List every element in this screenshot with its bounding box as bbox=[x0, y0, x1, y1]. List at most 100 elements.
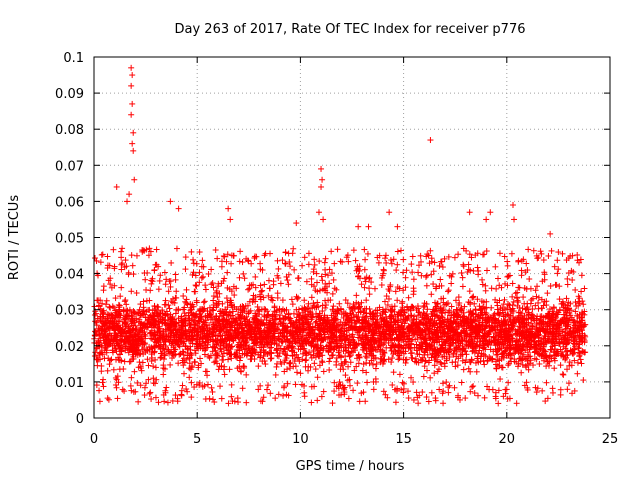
data-point bbox=[137, 382, 144, 389]
data-point bbox=[107, 281, 114, 288]
data-point bbox=[188, 379, 195, 386]
data-point bbox=[282, 260, 289, 267]
data-point bbox=[394, 297, 401, 304]
data-point bbox=[356, 304, 363, 311]
data-point bbox=[488, 285, 495, 292]
data-point bbox=[221, 371, 228, 378]
data-point bbox=[526, 276, 533, 283]
data-point bbox=[292, 381, 299, 388]
data-point bbox=[156, 277, 163, 284]
data-point bbox=[362, 278, 369, 285]
data-point bbox=[492, 263, 499, 270]
data-point bbox=[92, 318, 99, 325]
data-point bbox=[544, 290, 551, 297]
data-point bbox=[572, 286, 579, 293]
data-point bbox=[370, 361, 377, 368]
data-point bbox=[581, 285, 588, 292]
data-point bbox=[320, 388, 327, 395]
data-point bbox=[353, 363, 360, 370]
data-point bbox=[205, 270, 212, 277]
data-point bbox=[389, 355, 396, 362]
data-point bbox=[303, 278, 310, 285]
data-point bbox=[243, 399, 250, 406]
data-point bbox=[216, 290, 223, 297]
data-point bbox=[564, 386, 571, 393]
data-point bbox=[378, 282, 385, 289]
data-point bbox=[166, 305, 173, 312]
data-point bbox=[515, 363, 522, 370]
chart-title: Day 263 of 2017, Rate Of TEC Index for r… bbox=[175, 22, 526, 37]
data-point bbox=[551, 365, 558, 372]
data-point bbox=[466, 251, 473, 258]
data-point bbox=[119, 386, 126, 393]
data-point bbox=[272, 395, 279, 402]
data-point bbox=[259, 287, 266, 294]
data-point bbox=[121, 358, 128, 365]
data-point bbox=[339, 258, 346, 265]
data-point bbox=[167, 361, 174, 368]
data-point bbox=[145, 324, 152, 331]
data-point bbox=[269, 297, 276, 304]
data-point bbox=[546, 362, 553, 369]
data-point bbox=[441, 363, 448, 370]
data-point bbox=[422, 358, 429, 365]
data-point bbox=[384, 394, 391, 401]
data-point bbox=[445, 253, 452, 260]
data-point bbox=[155, 399, 162, 406]
data-point bbox=[469, 383, 476, 390]
data-point bbox=[337, 258, 344, 265]
data-point bbox=[103, 297, 110, 304]
data-point bbox=[236, 357, 243, 364]
data-point bbox=[416, 262, 423, 269]
data-point bbox=[286, 259, 293, 266]
data-point bbox=[217, 383, 224, 390]
data-point bbox=[467, 368, 474, 375]
data-point bbox=[118, 284, 125, 291]
data-point bbox=[211, 359, 218, 366]
data-point bbox=[330, 276, 337, 283]
data-point bbox=[559, 371, 566, 378]
data-point bbox=[330, 303, 337, 310]
data-point bbox=[291, 266, 298, 273]
data-point bbox=[362, 256, 369, 263]
data-point bbox=[410, 379, 417, 386]
data-point bbox=[475, 392, 482, 399]
data-point bbox=[537, 346, 544, 353]
data-point bbox=[413, 389, 420, 396]
data-point bbox=[318, 393, 325, 400]
data-point bbox=[209, 388, 216, 395]
data-point bbox=[118, 357, 125, 364]
data-point bbox=[504, 273, 511, 280]
data-point bbox=[122, 257, 129, 264]
data-point bbox=[302, 363, 309, 370]
data-point bbox=[559, 250, 566, 257]
data-point bbox=[331, 388, 338, 395]
data-point bbox=[445, 300, 452, 307]
data-point bbox=[410, 396, 417, 403]
data-point bbox=[200, 299, 207, 306]
data-point bbox=[167, 283, 174, 290]
data-point bbox=[257, 282, 264, 289]
data-point bbox=[481, 394, 488, 401]
data-point bbox=[496, 250, 503, 257]
data-point bbox=[513, 400, 520, 407]
data-point bbox=[359, 367, 366, 374]
data-point bbox=[240, 270, 247, 277]
data-point bbox=[192, 282, 199, 289]
data-point bbox=[382, 255, 389, 262]
data-point bbox=[160, 371, 167, 378]
data-point bbox=[520, 340, 527, 347]
data-point bbox=[255, 386, 262, 393]
data-point bbox=[147, 389, 154, 396]
data-point bbox=[431, 362, 438, 369]
data-point bbox=[180, 293, 187, 300]
data-point bbox=[261, 281, 268, 288]
data-points bbox=[91, 64, 589, 407]
data-point bbox=[145, 362, 152, 369]
data-point bbox=[112, 295, 119, 302]
data-point bbox=[208, 281, 215, 288]
data-point bbox=[423, 367, 430, 374]
data-point bbox=[566, 359, 573, 366]
data-point bbox=[441, 255, 448, 262]
data-point bbox=[540, 257, 547, 264]
